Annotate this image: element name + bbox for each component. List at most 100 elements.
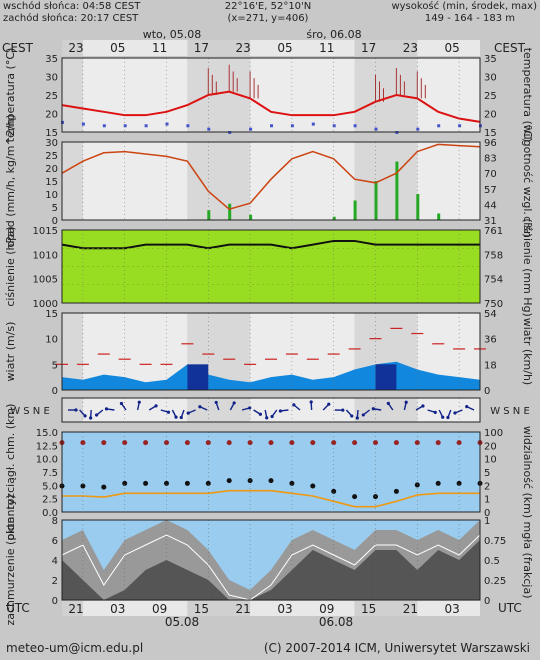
ytick-right: 35 — [484, 54, 497, 65]
top-shade — [187, 40, 251, 56]
dewpoint-point — [270, 124, 273, 128]
wind-arrow-head — [341, 408, 345, 412]
wind-arrow-head — [248, 406, 252, 410]
ytick-right: 36 — [484, 335, 497, 346]
top-hour-label: 17 — [194, 41, 209, 55]
ytick-right: 0 — [484, 386, 490, 397]
wind-arrow-head — [94, 413, 99, 417]
rain-bar — [207, 210, 211, 220]
wind-arrow-head — [258, 412, 262, 416]
cloudtop-point — [414, 440, 420, 446]
ytick-left: 12.5 — [36, 441, 58, 452]
panel-frame — [61, 397, 481, 423]
temp-ylabel: temperatura (°C) — [4, 48, 17, 143]
ytick-right: 96 — [484, 138, 497, 149]
top-hour-label: 11 — [319, 41, 334, 55]
panel-frame — [61, 519, 481, 601]
pressure-ylabel: ciśnienie (hPa) — [4, 226, 17, 306]
ytick-left: 30 — [45, 73, 58, 84]
precip-ylabel-right: wilgotność wzgl. (%) — [521, 125, 534, 238]
cloudbase-point — [435, 480, 441, 486]
ytick-left: 8 — [52, 516, 58, 527]
ytick-left: 1010 — [33, 250, 58, 261]
wind-arrow-head — [309, 400, 313, 404]
email-link[interactable]: meteo-um@icm.edu.pl — [6, 641, 143, 655]
utc-right: UTC — [498, 601, 522, 615]
bottom-hour-label: 21 — [68, 602, 83, 616]
dewpoint-point — [165, 122, 169, 126]
ytick-right: 31 — [484, 216, 497, 227]
wind-arrow-head — [179, 415, 183, 420]
ytick-left: 1005 — [33, 275, 58, 286]
cloudtop-point — [122, 440, 128, 446]
elevation-label: wysokość (min, środek, max) — [391, 0, 537, 12]
cloudbase-point — [143, 480, 149, 486]
visibility-line — [62, 489, 480, 508]
cloudtop-point — [331, 440, 337, 446]
ytick-right: 30 — [484, 73, 497, 84]
cloudtop-point — [289, 440, 295, 446]
panel-wind: 0 5 10 15 0 18 36 54 wiatr (m/s) wiatr (km/h) — [4, 309, 534, 397]
wind-arrow-head — [166, 410, 171, 414]
pressure-bg — [62, 230, 480, 303]
winddir-shade — [82, 398, 188, 422]
humidity-line — [61, 143, 481, 211]
top-hour-label: 05 — [110, 41, 125, 55]
rain-bar — [228, 203, 232, 220]
strong-wind-block — [375, 364, 397, 390]
wind-arrow-head — [104, 407, 109, 411]
ytick-right: 70 — [484, 169, 497, 180]
day2-label: śro, 06.08 — [306, 28, 361, 41]
ytick-left: 7.5 — [42, 468, 58, 479]
wind-arrow-head — [265, 416, 269, 420]
panel-temp: 15 20 25 30 35 15 20 25 30 35 temperatura (°C) temp… — [4, 48, 534, 143]
ytick-right: 0 — [484, 508, 490, 519]
cloudtop-point — [310, 440, 316, 446]
date2-label: 06.08 — [319, 615, 353, 629]
cloudtop-point — [226, 440, 232, 446]
top-hour-label: 23 — [403, 41, 418, 55]
top-hour-label: 05 — [445, 41, 460, 55]
ytick-left: 35 — [45, 54, 58, 65]
cloudtop-point — [80, 440, 86, 446]
precip-shade — [187, 142, 251, 220]
precip-shade — [82, 142, 188, 220]
cloudtop-point — [435, 440, 441, 446]
wind-arrow-head — [453, 411, 457, 415]
bottom-shade — [354, 601, 418, 616]
ytick-left: 20 — [45, 110, 58, 121]
dewpoint-point — [416, 127, 420, 131]
cloud-ylabel: zachmurzenie (oktanty) — [4, 494, 17, 625]
ytick-left: 0 — [52, 216, 58, 227]
ytick-left: 15.0 — [36, 428, 58, 439]
ytick-right: 20 — [484, 441, 497, 452]
cloudbase-point — [80, 483, 86, 489]
panel-frame — [61, 431, 481, 513]
bottom-hour-label: 09 — [319, 602, 334, 616]
panel-frame — [61, 229, 481, 304]
temp-shade — [250, 58, 355, 132]
winddir-shade — [354, 398, 418, 422]
ytick-right: 0.25 — [484, 576, 506, 587]
ytick-right: 20 — [484, 110, 497, 121]
ytick-right: 1 — [484, 516, 490, 527]
dewpoint-point — [458, 124, 462, 128]
bottom-hour-band: 21 03 09 15 21 03 09 15 21 03 — [62, 601, 480, 616]
ytick-left: 5 — [52, 360, 58, 371]
cloudbase-point — [205, 480, 211, 486]
ytick-left: 4 — [52, 556, 58, 567]
wind-arrow-head — [292, 403, 296, 407]
wind-arrow-head — [89, 416, 93, 420]
top-hour-label: 17 — [361, 41, 376, 55]
bottom-shade — [417, 601, 480, 616]
ytick-left: 30 — [45, 138, 58, 149]
bottom-shade — [62, 601, 83, 616]
vis-ylabel-right: widzialność (km) — [521, 426, 534, 518]
bottom-shade — [82, 601, 188, 616]
strong-wind-block — [187, 364, 209, 390]
bottom-shade — [187, 601, 251, 616]
winddir-label-left: W S N E — [10, 406, 50, 417]
wind-arrow-head — [404, 400, 408, 404]
ytick-left: 1015 — [33, 226, 58, 237]
